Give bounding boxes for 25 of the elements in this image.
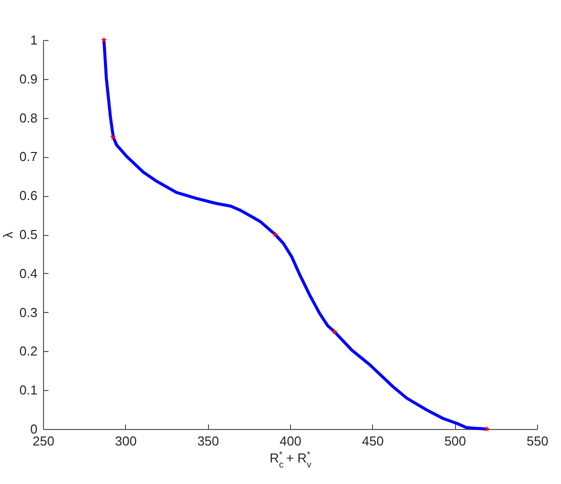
x-tick-label: 550 <box>526 434 548 448</box>
y-axis-title: λ <box>0 231 16 238</box>
y-tick-label: 0.4 <box>19 266 38 281</box>
point <box>100 36 107 43</box>
y-tick-label: 0.3 <box>19 304 38 320</box>
y-tick-label: 0.1 <box>19 382 38 398</box>
y-tick-label: 0 <box>30 422 38 436</box>
y-tick-label: 0.7 <box>19 149 38 164</box>
point <box>484 426 490 432</box>
x-tick-label: 500 <box>444 434 466 448</box>
line-series <box>102 38 488 430</box>
x-tick-label: 350 <box>197 434 220 448</box>
x-tick-label: 400 <box>280 434 302 448</box>
point <box>331 328 338 334</box>
y-tick-label: 0.9 <box>19 71 38 86</box>
point <box>110 134 116 140</box>
y-tick-label: 0.2 <box>19 344 38 359</box>
x-tick-label: 250 <box>32 434 54 448</box>
x-tick-label: 300 <box>114 434 137 448</box>
point <box>272 231 278 238</box>
y-tick-label: 0.5 <box>19 227 38 242</box>
y-tick-label: 0.6 <box>19 188 38 204</box>
y-tick-label: 0.8 <box>19 110 38 126</box>
y-tick-label: 1 <box>30 32 38 48</box>
x-tick-label: 450 <box>362 434 384 448</box>
